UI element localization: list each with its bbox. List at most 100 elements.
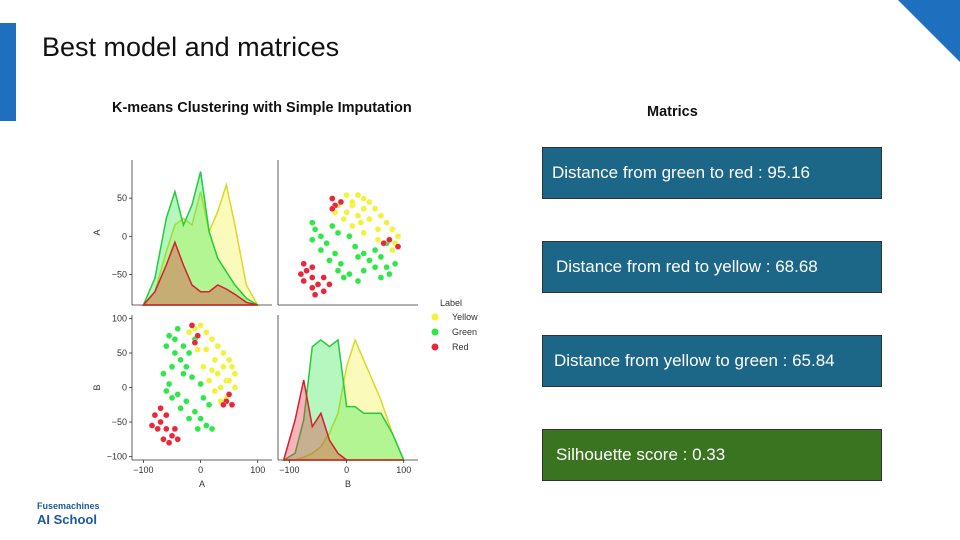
scatter-point-green <box>191 408 199 415</box>
scatter-point-green <box>326 257 333 264</box>
x-tick-label: 100 <box>250 465 265 475</box>
scatter-point-green <box>185 349 193 357</box>
scatter-point-green <box>383 264 390 271</box>
scatter-point-red <box>309 284 316 291</box>
scatter-point-yellow <box>214 342 221 350</box>
scatter-point-green <box>309 219 316 226</box>
scatter-point-green <box>180 370 187 377</box>
scatter-point-red <box>188 322 196 329</box>
scatter-point-red <box>329 205 336 212</box>
y-tick-label: 50 <box>117 348 127 358</box>
scatter-point-green <box>180 342 187 350</box>
scatter-point-red <box>148 422 156 429</box>
scatter-point-red <box>320 274 327 281</box>
scatter-point-red <box>320 288 327 295</box>
metric-text: Distance from green to red : 95.16 <box>552 163 810 182</box>
scatter-point-yellow <box>220 349 227 357</box>
density-yellow <box>283 337 405 461</box>
scatter-point-red <box>174 436 181 443</box>
scatter-point-red <box>163 425 170 433</box>
scatter-point-green <box>346 233 353 240</box>
scatter-point-green <box>391 260 399 267</box>
scatter-point-green <box>163 387 170 395</box>
scatter-point-red <box>297 270 305 278</box>
scatter-point-green <box>329 222 336 230</box>
scatter-point-green <box>168 363 176 370</box>
scatter-point-green <box>208 425 216 433</box>
scatter-point-yellow <box>377 212 385 219</box>
scatter-point-green <box>360 267 367 274</box>
y-tick-label: −100 <box>107 452 127 462</box>
x-tick-label: −100 <box>279 465 299 475</box>
legend-label-green: Green <box>452 327 477 337</box>
y-axis-label-b: B <box>92 384 102 390</box>
y-tick-label: 100 <box>112 313 127 323</box>
scatter-point-green <box>183 363 190 370</box>
legend-marker-red <box>431 343 439 351</box>
metrics-title: Matrics <box>647 104 698 120</box>
scatter-point-green <box>317 233 325 240</box>
scatter-point-yellow <box>383 219 390 226</box>
scatter-point-yellow <box>203 346 210 353</box>
scatter-point-green <box>165 332 173 339</box>
scatter-point-red <box>194 332 201 339</box>
scatter-point-yellow <box>360 229 367 237</box>
y-axis-label-a: A <box>92 229 102 235</box>
metric-text: Distance from red to yellow : 68.68 <box>556 257 818 276</box>
scatter-point-yellow <box>374 236 382 243</box>
corner-decoration <box>898 0 960 62</box>
scatter-point-yellow <box>343 191 350 199</box>
y-tick-label: 0 <box>122 231 127 241</box>
scatter-point-red <box>160 436 167 443</box>
scatter-point-red <box>191 339 199 346</box>
scatter-point-yellow <box>185 329 193 336</box>
scatter-point-yellow <box>211 356 219 364</box>
scatter-point-red <box>309 264 316 271</box>
scatter-point-yellow <box>225 377 233 384</box>
scatter-point-green <box>334 229 342 237</box>
scatter-point-red <box>225 391 233 398</box>
scatter-point-green <box>185 415 193 422</box>
scatter-point-yellow <box>197 322 204 329</box>
scatter-point-yellow <box>394 233 402 240</box>
scatter-point-red <box>220 401 227 408</box>
scatter-point-green <box>163 342 170 350</box>
scatter-point-yellow <box>354 191 362 199</box>
scatter-point-green <box>197 380 204 388</box>
legend-marker-green <box>431 328 439 336</box>
scatter-point-yellow <box>231 384 239 391</box>
scatter-point-green <box>183 398 190 405</box>
scatter-point-red <box>329 195 336 202</box>
scatter-point-green <box>205 401 213 408</box>
x-tick-label: 0 <box>198 465 203 475</box>
scatter-point-red <box>168 432 176 439</box>
scatter-point-red <box>171 425 179 433</box>
scatter-point-red <box>154 425 161 433</box>
x-tick-label: 100 <box>396 465 411 475</box>
chart-title: K-means Clustering with Simple Imputatio… <box>112 100 412 116</box>
scatter-point-green <box>174 325 181 332</box>
metric-text: Distance from yellow to green : 65.84 <box>554 351 835 370</box>
scatter-point-green <box>188 373 196 381</box>
scatter-point-yellow <box>214 370 221 377</box>
scatter-point-green <box>203 422 210 429</box>
scatter-point-yellow <box>208 367 216 374</box>
metric-distance-green-red: Distance from green to red : 95.16 <box>542 147 882 199</box>
scatter-point-yellow <box>360 205 367 212</box>
scatter-point-red <box>228 401 236 408</box>
x-axis-label-b: B <box>345 479 351 489</box>
scatter-point-red <box>394 243 402 250</box>
scatter-point-green <box>200 394 207 402</box>
scatter-point-red <box>157 418 164 426</box>
x-tick-label: −100 <box>133 465 153 475</box>
pairplot-chart: −50 0 50 −100 −50 0 50 100 −100 0 100 −100 0 100 A B A B L… <box>92 160 478 489</box>
scatter-point-yellow <box>205 377 213 384</box>
metric-distance-yellow-green: Distance from yellow to green : 65.84 <box>542 335 882 387</box>
legend-marker-yellow <box>431 313 439 321</box>
scatter-point-green <box>174 391 181 398</box>
scatter-point-green <box>317 246 325 254</box>
logo-line2: AI School <box>37 512 97 527</box>
scatter-point-yellow <box>354 212 362 219</box>
scatter-point-green <box>337 260 345 267</box>
scatter-point-green <box>371 264 379 271</box>
